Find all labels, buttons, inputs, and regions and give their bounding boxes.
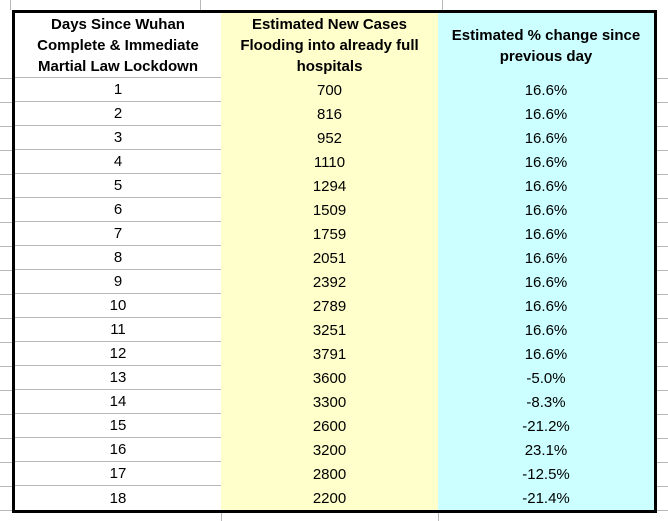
- header-line: Days Since Wuhan: [51, 15, 185, 33]
- pct-cell[interactable]: 16.6%: [524, 129, 568, 147]
- day-cell[interactable]: 9: [15, 270, 221, 294]
- day-cell[interactable]: 1: [15, 78, 221, 102]
- pct-cell[interactable]: 16.6%: [524, 249, 568, 267]
- header-line: hospitals: [296, 58, 363, 75]
- cases-cell[interactable]: 2200: [312, 489, 347, 507]
- header-line: Estimated % change since: [451, 26, 641, 44]
- day-cell[interactable]: 10: [15, 294, 221, 318]
- pct-cell[interactable]: 16.6%: [524, 81, 568, 99]
- cases-cell[interactable]: 2789: [312, 297, 347, 315]
- day-cell[interactable]: 11: [15, 318, 221, 342]
- data-table: Days Since Wuhan Complete & Immediate Ma…: [12, 10, 657, 513]
- day-cell[interactable]: 18: [109, 489, 127, 507]
- day-cell[interactable]: 13: [15, 366, 221, 390]
- gridline-top-stub: [442, 0, 443, 10]
- cases-cell[interactable]: 3300: [312, 393, 347, 411]
- header-line: Complete & Immediate: [37, 36, 199, 54]
- days-column-header[interactable]: Days Since Wuhan Complete & Immediate Ma…: [15, 13, 221, 78]
- cases-cell[interactable]: 816: [316, 105, 343, 123]
- day-cell[interactable]: 16: [15, 438, 221, 462]
- cases-cell[interactable]: 1759: [312, 225, 347, 243]
- gridline-top-stub: [10, 0, 11, 10]
- pct-cell[interactable]: -12.5%: [522, 465, 570, 483]
- pct-cell[interactable]: 16.6%: [524, 153, 568, 171]
- column-cases: Estimated New Cases Flooding into alread…: [221, 13, 438, 510]
- pct-cell[interactable]: 23.1%: [524, 441, 568, 459]
- day-cell[interactable]: 3: [15, 126, 221, 150]
- pct-cell[interactable]: 16.6%: [524, 297, 568, 315]
- pct-column-header[interactable]: Estimated % change since previous day: [438, 13, 654, 78]
- cases-cell[interactable]: 2800: [312, 465, 347, 483]
- day-cell[interactable]: 2: [15, 102, 221, 126]
- day-cell[interactable]: 8: [15, 246, 221, 270]
- pct-cell[interactable]: 16.6%: [524, 177, 568, 195]
- cases-cell[interactable]: 3791: [312, 345, 347, 363]
- gridline-right-margin: [657, 78, 668, 512]
- header-line: Martial Law Lockdown: [37, 57, 199, 75]
- cases-cell[interactable]: 2051: [312, 249, 347, 267]
- cases-cell[interactable]: 1509: [312, 201, 347, 219]
- day-cell[interactable]: 6: [15, 198, 221, 222]
- pct-cell[interactable]: -5.0%: [526, 369, 566, 387]
- day-cell[interactable]: 14: [15, 390, 221, 414]
- column-pct-change: Estimated % change since previous day 16…: [438, 13, 654, 510]
- pct-cell[interactable]: 16.6%: [524, 273, 568, 291]
- header-line: Flooding into already full: [240, 37, 419, 54]
- pct-cell[interactable]: 16.6%: [524, 345, 568, 363]
- cases-cell[interactable]: 952: [316, 129, 343, 147]
- day-cell[interactable]: 17: [15, 462, 221, 486]
- cases-cell[interactable]: 3251: [312, 321, 347, 339]
- day-cell[interactable]: 7: [15, 222, 221, 246]
- cases-cell[interactable]: 2392: [312, 273, 347, 291]
- cases-cell[interactable]: 1110: [313, 153, 346, 171]
- cases-cell[interactable]: 2600: [312, 417, 347, 435]
- cases-cell[interactable]: 3600: [312, 369, 347, 387]
- gridline-left-margin: [0, 78, 12, 512]
- cases-cell[interactable]: 3200: [312, 441, 347, 459]
- cases-cell[interactable]: 1294: [312, 177, 347, 195]
- day-cell[interactable]: 15: [15, 414, 221, 438]
- day-cell[interactable]: 4: [15, 150, 221, 174]
- gridline-bottom-stub: [221, 513, 222, 521]
- gridline-bottom-stub: [438, 513, 439, 521]
- pct-cell[interactable]: 16.6%: [524, 225, 568, 243]
- pct-cell[interactable]: 16.6%: [524, 321, 568, 339]
- cases-column-header[interactable]: Estimated New Cases Flooding into alread…: [221, 13, 438, 78]
- day-cell[interactable]: 5: [15, 174, 221, 198]
- pct-cell[interactable]: -8.3%: [526, 393, 566, 411]
- header-line: Estimated New Cases: [251, 16, 408, 33]
- pct-cell[interactable]: 16.6%: [524, 105, 568, 123]
- gridline-top-stub: [200, 0, 201, 10]
- pct-cell[interactable]: -21.4%: [522, 489, 570, 507]
- day-cell[interactable]: 12: [15, 342, 221, 366]
- column-days: Days Since Wuhan Complete & Immediate Ma…: [15, 13, 221, 510]
- pct-cell[interactable]: -21.2%: [522, 417, 570, 435]
- cases-cell[interactable]: 700: [316, 81, 343, 99]
- header-line: previous day: [499, 47, 593, 65]
- pct-cell[interactable]: 16.6%: [524, 201, 568, 219]
